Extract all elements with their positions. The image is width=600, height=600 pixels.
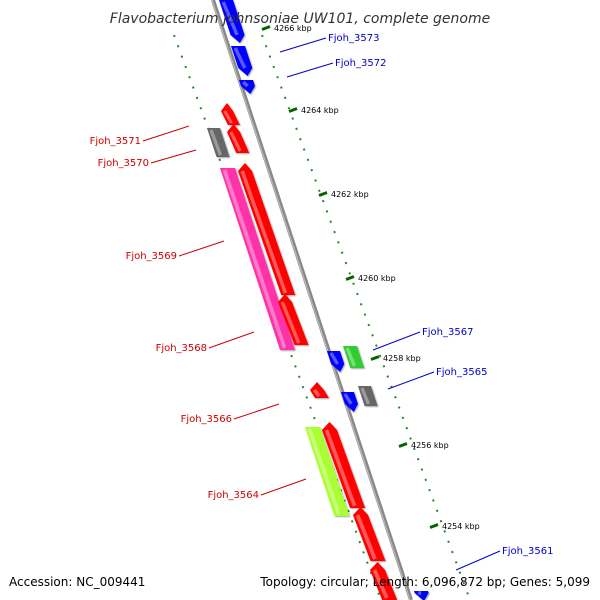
gene-fjoh-3573[interactable] xyxy=(231,46,253,76)
tick-label: 4262 kbp xyxy=(331,190,369,199)
gene-label-fjoh-3572[interactable]: Fjoh_3572 xyxy=(335,58,386,69)
gene-label-fjoh-3568[interactable]: Fjoh_3568 xyxy=(156,343,207,354)
gene-fjoh-3570[interactable] xyxy=(207,128,230,157)
gene-fjoh-3566-highlight xyxy=(312,388,321,398)
tick-mark xyxy=(345,275,355,281)
label-connectors xyxy=(142,37,501,571)
gene-fjoh-3571b[interactable] xyxy=(227,124,250,153)
gene-fjoh-3573-highlight xyxy=(233,47,247,69)
gene-fjoh-3561[interactable] xyxy=(414,591,429,600)
gene-fjoh-3563[interactable] xyxy=(370,562,398,600)
connector-fjoh-3571 xyxy=(142,125,190,142)
gene-fjoh-3567b-highlight xyxy=(345,347,357,367)
gene-fjoh-3565a[interactable] xyxy=(341,392,358,412)
tick-mark xyxy=(261,25,271,31)
gene-fjoh-3568b-highlight xyxy=(280,301,301,344)
connector-fjoh-3567 xyxy=(372,331,421,351)
connector-fjoh-3573 xyxy=(279,37,327,53)
right-dot-track xyxy=(261,34,471,600)
gene-fjoh-3563-highlight xyxy=(372,569,389,599)
gene-fjoh-3569-highlight xyxy=(222,169,287,349)
gene-fjoh-3572[interactable] xyxy=(239,80,255,94)
gene-fjoh-3567b[interactable] xyxy=(343,346,365,368)
gene-labels: Fjoh_3573 Fjoh_3572 Fjoh_3567 Fjoh_3565 … xyxy=(90,33,554,557)
connector-fjoh-3564 xyxy=(260,478,307,496)
gene-fjoh-3567a[interactable] xyxy=(327,351,345,372)
gene-fjoh-3571b-highlight xyxy=(229,131,242,152)
gene-fjoh-3564b-highlight xyxy=(324,429,357,507)
gene-fjoh-3564b[interactable] xyxy=(322,422,366,508)
genome-backbone xyxy=(211,0,413,600)
tick-mark xyxy=(398,442,408,448)
tick-mark xyxy=(429,523,439,529)
map-title: Flavobacterium johnsoniae UW101, complet… xyxy=(110,11,490,27)
tick-label: 4256 kbp xyxy=(411,441,449,450)
tick-label: 4266 kbp xyxy=(274,24,312,33)
gene-fjoh-3571[interactable] xyxy=(221,103,240,125)
gene-fjoh-3570-highlight xyxy=(209,129,222,156)
gene-label-fjoh-3567[interactable]: Fjoh_3567 xyxy=(422,327,473,338)
gene-label-fjoh-3561[interactable]: Fjoh_3561 xyxy=(502,546,553,557)
connector-fjoh-3561 xyxy=(455,550,501,571)
tick-mark xyxy=(318,191,328,197)
gene-label-fjoh-3571[interactable]: Fjoh_3571 xyxy=(90,136,141,147)
gene-fjoh-3564c-highlight xyxy=(355,514,377,560)
connector-fjoh-3572 xyxy=(286,62,334,78)
gene-fjoh-3564a-highlight xyxy=(307,428,341,515)
gene-fjoh-3569[interactable] xyxy=(220,168,296,350)
gene-label-fjoh-3564[interactable]: Fjoh_3564 xyxy=(208,490,259,501)
connector-fjoh-3570 xyxy=(150,149,197,164)
connector-fjoh-3566 xyxy=(233,403,280,420)
gene-fjoh-3572-highlight xyxy=(242,80,249,88)
gene-fjoh-3573-top-highlight xyxy=(221,1,239,36)
gene-fjoh-3573-top[interactable] xyxy=(219,0,245,43)
gene-fjoh-3564c[interactable] xyxy=(353,507,386,561)
genome-backbone-highlight xyxy=(211,0,411,600)
gene-label-fjoh-3565[interactable]: Fjoh_3565 xyxy=(436,367,487,378)
connector-fjoh-3568 xyxy=(208,331,255,349)
tick-label: 4264 kbp xyxy=(301,106,339,115)
gene-label-fjoh-3569[interactable]: Fjoh_3569 xyxy=(126,251,177,262)
gene-fjoh-3567a-highlight xyxy=(329,352,339,365)
tick-mark xyxy=(288,107,298,113)
ticks-group: 4266 kbp 4264 kbp 4262 kbp 4260 kbp 4258 kbp… xyxy=(261,24,480,531)
gene-fjoh-3565b[interactable] xyxy=(358,386,378,406)
topology-text: Topology: circular; Length: 6,096,872 bp… xyxy=(260,575,590,589)
tick-label: 4260 kbp xyxy=(358,274,396,283)
gene-fjoh-3568b[interactable] xyxy=(278,294,309,345)
connector-fjoh-3569 xyxy=(178,240,225,257)
accession-text: Accession: NC_009441 xyxy=(9,575,146,589)
gene-fjoh-3564a[interactable] xyxy=(305,427,350,516)
connector-fjoh-3565 xyxy=(387,371,435,390)
gene-label-fjoh-3573[interactable]: Fjoh_3573 xyxy=(328,33,379,44)
tick-label: 4258 kbp xyxy=(383,354,421,363)
gene-label-fjoh-3570[interactable]: Fjoh_3570 xyxy=(98,158,149,169)
gene-fjoh-3568a-highlight xyxy=(240,170,288,294)
gene-fjoh-3566[interactable] xyxy=(310,382,329,398)
gene-fjoh-3571-highlight xyxy=(223,110,233,124)
gene-fjoh-3565a-highlight xyxy=(343,393,353,405)
tick-mark xyxy=(370,355,380,361)
genes-group xyxy=(207,0,429,600)
gene-fjoh-3565b-highlight xyxy=(360,387,371,405)
gene-label-fjoh-3566[interactable]: Fjoh_3566 xyxy=(181,414,232,425)
tick-label: 4254 kbp xyxy=(442,522,480,531)
gene-fjoh-3568a[interactable] xyxy=(238,163,296,295)
